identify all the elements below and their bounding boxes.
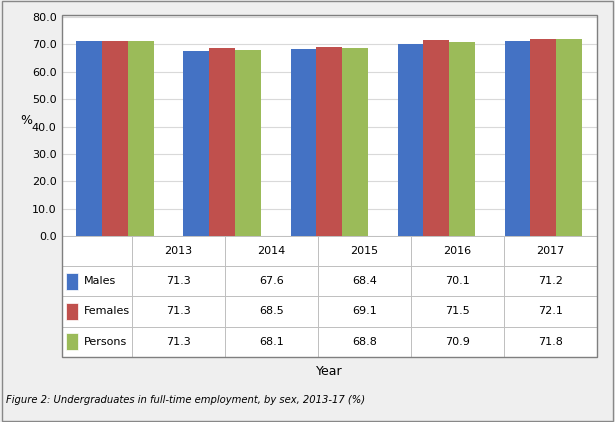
- Bar: [556, 39, 582, 236]
- Bar: [102, 41, 128, 236]
- Text: 2016: 2016: [443, 246, 471, 256]
- Text: 68.8: 68.8: [352, 337, 377, 346]
- Text: 72.1: 72.1: [538, 306, 563, 316]
- Bar: [235, 49, 261, 236]
- Bar: [449, 42, 475, 236]
- Bar: [316, 47, 342, 236]
- Text: 68.5: 68.5: [259, 306, 284, 316]
- Text: 2014: 2014: [258, 246, 285, 256]
- Text: 68.1: 68.1: [259, 337, 284, 346]
- Bar: [397, 44, 423, 236]
- Bar: [342, 48, 368, 236]
- Bar: [504, 41, 530, 236]
- Bar: [76, 41, 102, 236]
- Text: Year: Year: [315, 365, 343, 378]
- Text: 70.9: 70.9: [445, 337, 470, 346]
- Text: 69.1: 69.1: [352, 306, 377, 316]
- Text: 71.3: 71.3: [166, 276, 191, 287]
- Text: 71.2: 71.2: [538, 276, 563, 287]
- Bar: [183, 51, 209, 236]
- Text: 71.3: 71.3: [166, 306, 191, 316]
- Bar: [66, 303, 79, 320]
- Bar: [530, 38, 556, 236]
- Bar: [209, 49, 235, 236]
- Text: Figure 2: Undergraduates in full-time employment, by sex, 2013-17 (%): Figure 2: Undergraduates in full-time em…: [6, 395, 365, 405]
- Text: Males: Males: [84, 276, 116, 287]
- Text: 67.6: 67.6: [259, 276, 284, 287]
- Bar: [290, 49, 316, 236]
- Text: 71.8: 71.8: [538, 337, 563, 346]
- Text: 2017: 2017: [536, 246, 564, 256]
- Y-axis label: %: %: [21, 114, 33, 127]
- Text: 70.1: 70.1: [445, 276, 470, 287]
- Text: Females: Females: [84, 306, 130, 316]
- Bar: [128, 41, 154, 236]
- Text: 2013: 2013: [165, 246, 192, 256]
- Bar: [423, 40, 449, 236]
- Text: 71.5: 71.5: [445, 306, 470, 316]
- Text: Persons: Persons: [84, 337, 127, 346]
- Text: 2015: 2015: [351, 246, 378, 256]
- Bar: [66, 273, 79, 289]
- Text: 71.3: 71.3: [166, 337, 191, 346]
- Text: 68.4: 68.4: [352, 276, 377, 287]
- Bar: [66, 333, 79, 350]
